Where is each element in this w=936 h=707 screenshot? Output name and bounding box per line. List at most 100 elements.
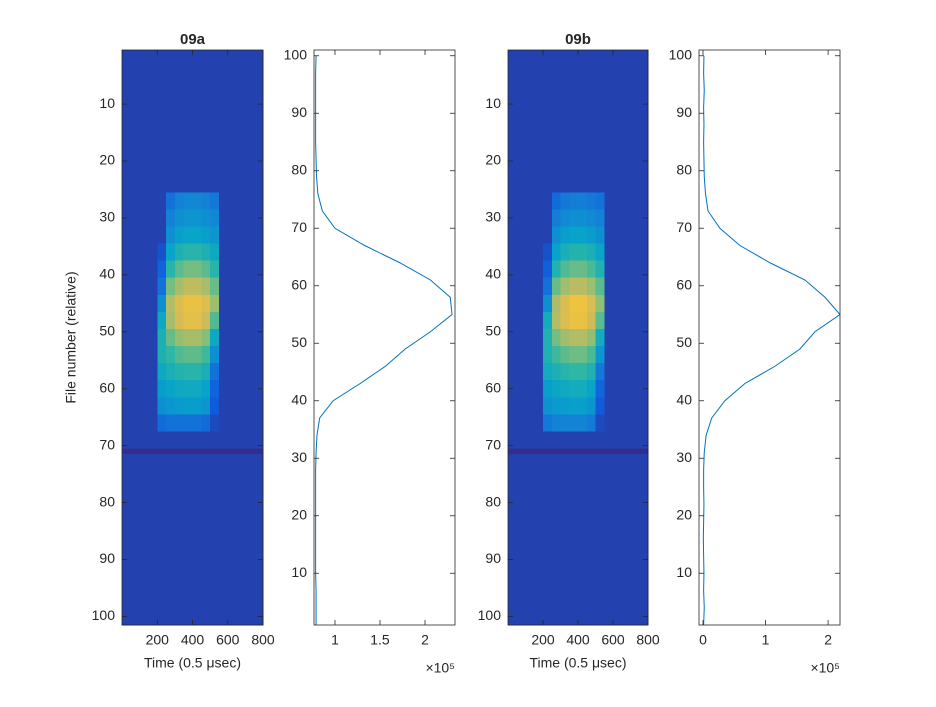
heatmap-cell bbox=[560, 294, 570, 313]
heatmap-cell bbox=[508, 243, 544, 262]
line bbox=[702, 55, 840, 625]
heatmap-cell bbox=[551, 277, 561, 296]
heatmap-cell bbox=[586, 397, 596, 415]
heatmap-cell bbox=[157, 414, 167, 432]
heatmap-cell bbox=[595, 448, 605, 455]
heatmap-cell bbox=[166, 346, 176, 364]
y-tick-label: 50 bbox=[676, 334, 692, 350]
y-axis-label: File number (relative) bbox=[63, 271, 79, 403]
heatmap-cell bbox=[595, 277, 605, 296]
heatmap-cell bbox=[183, 163, 193, 193]
heatmap-cell bbox=[201, 294, 211, 313]
x-tick-label: 0 bbox=[699, 632, 707, 648]
heatmap-cell bbox=[166, 78, 176, 108]
heatmap-cell bbox=[210, 539, 220, 569]
heatmap-cell bbox=[218, 454, 264, 484]
heatmap-cell bbox=[174, 260, 185, 279]
y-tick-label: 20 bbox=[485, 152, 501, 168]
heatmap-cell bbox=[201, 277, 211, 296]
heatmap-cell bbox=[122, 346, 158, 364]
heatmap-cell bbox=[192, 135, 202, 165]
heatmap-cell bbox=[604, 135, 649, 165]
heatmap-cell bbox=[201, 448, 211, 455]
heatmap-cell bbox=[595, 431, 605, 450]
x-tick-label: 200 bbox=[531, 632, 555, 648]
heatmap-cell bbox=[560, 596, 570, 626]
y-tick-label: 100 bbox=[92, 607, 116, 623]
heatmap-cell bbox=[508, 363, 544, 381]
axes: 200 400 600 800 10 20 30 40 50 60 70 80 90 100 09b Time… bbox=[478, 31, 660, 671]
heatmap-cell bbox=[543, 454, 553, 484]
heatmap-cell bbox=[578, 243, 588, 262]
heatmap-cell bbox=[157, 431, 167, 450]
heatmap-cell bbox=[578, 346, 588, 364]
heatmap-cell bbox=[201, 260, 211, 279]
heatmap-cell bbox=[166, 163, 176, 193]
heatmap-cell bbox=[201, 414, 211, 432]
heatmap-cell bbox=[508, 328, 544, 347]
heatmap-cell bbox=[157, 380, 167, 398]
heatmap-cell bbox=[218, 78, 264, 108]
heatmap-cell bbox=[166, 277, 176, 296]
heatmap-cell bbox=[595, 294, 605, 313]
heatmap-cell bbox=[508, 431, 544, 450]
y-tick-label: 80 bbox=[485, 493, 501, 509]
heatmap-cell bbox=[560, 363, 570, 381]
heatmap-cell bbox=[543, 226, 553, 245]
y-tick-label: 50 bbox=[99, 323, 115, 339]
heatmap-cell bbox=[560, 539, 570, 569]
heatmap-cell bbox=[157, 568, 167, 598]
heatmap-cell bbox=[551, 431, 561, 450]
y-tick-label: 90 bbox=[485, 550, 501, 566]
heatmap-cell bbox=[586, 380, 596, 398]
heatmap-cell bbox=[569, 346, 579, 364]
heatmap-cell bbox=[595, 106, 605, 136]
heatmap-cell bbox=[586, 346, 596, 364]
heatmap-cell bbox=[604, 414, 649, 432]
heatmap-cell bbox=[604, 294, 649, 313]
heatmap-cell bbox=[122, 397, 158, 415]
heatmap-cell bbox=[201, 226, 211, 245]
heatmap-cell bbox=[586, 78, 596, 108]
heatmap-cell bbox=[508, 50, 544, 79]
y-tick-label: 60 bbox=[676, 276, 692, 292]
heatmap-cell bbox=[157, 363, 167, 381]
heatmap-cell bbox=[201, 78, 211, 108]
heatmap-cell bbox=[192, 260, 202, 279]
heatmap-cell bbox=[166, 539, 176, 569]
heatmap-cell bbox=[166, 596, 176, 626]
heatmap-cell bbox=[174, 539, 185, 569]
heatmap-cell bbox=[174, 243, 185, 262]
heatmap-cell bbox=[201, 511, 211, 541]
heatmap-cell bbox=[183, 539, 193, 569]
heatmap-cell bbox=[166, 363, 176, 381]
heatmap-cell bbox=[586, 243, 596, 262]
heatmap-cell bbox=[174, 106, 185, 136]
heatmap-cell bbox=[578, 135, 588, 165]
heatmap-cell bbox=[551, 294, 561, 313]
heatmap-cell bbox=[569, 448, 579, 455]
heatmap-cell bbox=[560, 243, 570, 262]
heatmap-cell bbox=[604, 192, 649, 210]
heatmap-cell bbox=[157, 596, 167, 626]
x-tick-label: 2 bbox=[824, 632, 832, 648]
heatmap-cell bbox=[569, 226, 579, 245]
heatmap-cell bbox=[218, 596, 264, 626]
heatmap-cell bbox=[183, 511, 193, 541]
heatmap-cell bbox=[174, 346, 185, 364]
heatmap-cell bbox=[543, 328, 553, 347]
heatmap-cell bbox=[157, 163, 167, 193]
heatmap-cell bbox=[218, 209, 264, 227]
x-tick-label: 1 bbox=[762, 632, 770, 648]
heatmap-cell bbox=[578, 209, 588, 227]
y-tick-label: 40 bbox=[99, 266, 115, 282]
heatmap-cell bbox=[201, 50, 211, 79]
heatmap-cell bbox=[569, 277, 579, 296]
heatmap-cell bbox=[210, 78, 220, 108]
x-exponent: ×10⁵ bbox=[810, 660, 840, 676]
heatmap-cell bbox=[586, 260, 596, 279]
axes-box bbox=[313, 49, 456, 626]
axes-title: 09b bbox=[565, 31, 591, 48]
heatmap-cell bbox=[157, 448, 167, 455]
